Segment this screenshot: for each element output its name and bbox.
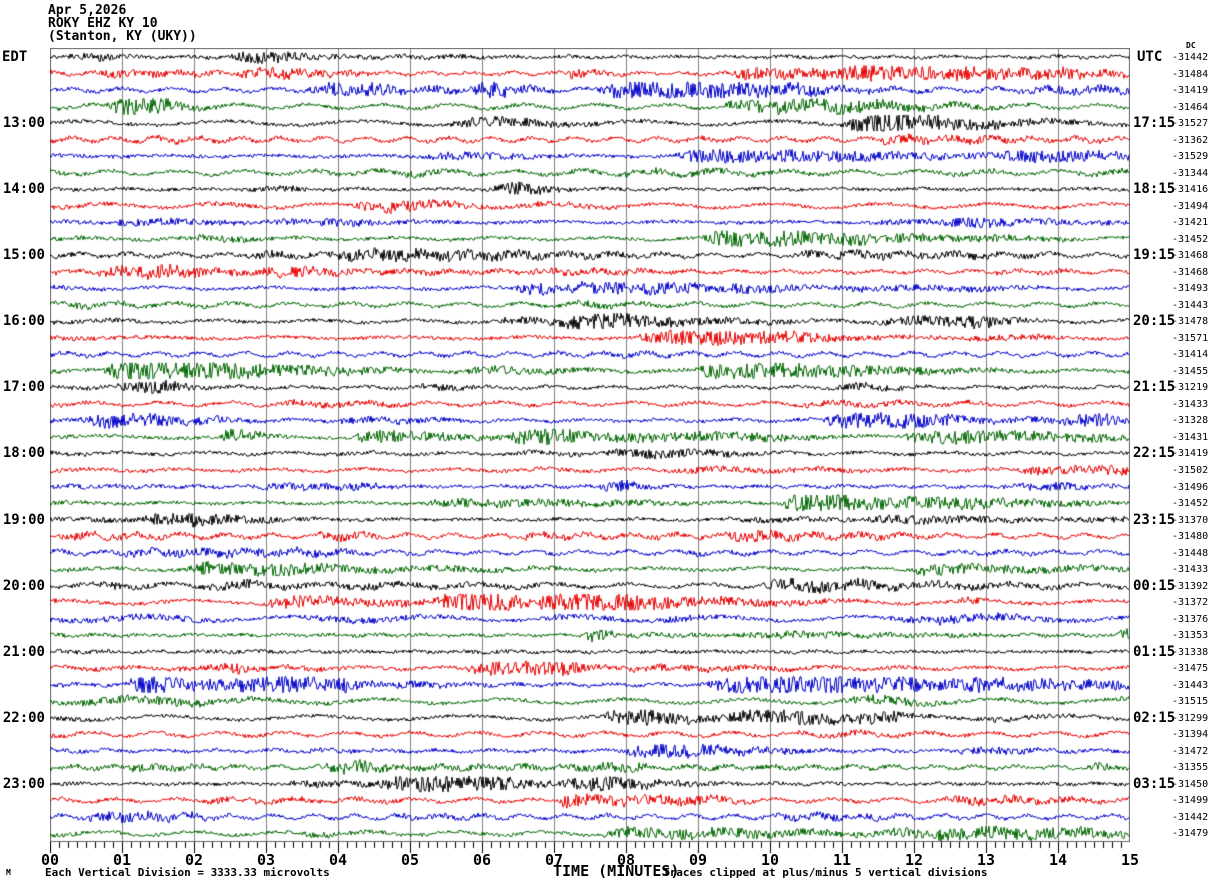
utc-hour-label: 22:15 <box>1133 445 1176 461</box>
dc-offset-value: -31362 <box>1172 135 1209 146</box>
utc-hour-label: 19:15 <box>1133 247 1176 263</box>
dc-offset-value: -31452 <box>1172 498 1209 509</box>
dc-offset-value: -31419 <box>1172 448 1209 459</box>
x-tick-label: 03 <box>256 851 276 869</box>
x-tick-label: 11 <box>832 851 852 869</box>
corner-mark: M <box>6 868 11 877</box>
x-tick-label: 10 <box>760 851 780 869</box>
x-tick-label: 02 <box>184 851 204 869</box>
dc-offset-value: -31443 <box>1172 680 1209 691</box>
edt-hour-label: 22:00 <box>2 710 45 726</box>
edt-hour-label: 17:00 <box>2 379 45 395</box>
edt-hour-label: 16:00 <box>2 313 45 329</box>
dc-offset-value: -31478 <box>1172 316 1209 327</box>
left-timezone-label: EDT <box>2 49 28 65</box>
dc-offset-value: -31416 <box>1172 184 1209 195</box>
dc-offset-value: -31515 <box>1172 696 1209 707</box>
dc-offset-value: -31452 <box>1172 234 1209 245</box>
dc-offset-value: -31480 <box>1172 531 1209 542</box>
dc-offset-value: -31344 <box>1172 168 1209 179</box>
dc-offset-value: -31502 <box>1172 465 1209 476</box>
x-tick-label: 06 <box>472 851 492 869</box>
dc-offset-value: -31479 <box>1172 828 1209 839</box>
edt-hour-label: 15:00 <box>2 247 45 263</box>
dc-offset-value: -31431 <box>1172 432 1209 443</box>
dc-offset-value: -31442 <box>1172 812 1209 823</box>
header-date: Apr 5,2026 <box>48 3 127 18</box>
x-tick-label: 07 <box>544 851 564 869</box>
dc-offset-value: -31355 <box>1172 762 1209 773</box>
dc-offset-value: -31370 <box>1172 515 1209 526</box>
x-tick-label: 01 <box>112 851 132 869</box>
utc-hour-label: 21:15 <box>1133 379 1176 395</box>
dc-offset-value: -31475 <box>1172 663 1209 674</box>
dc-offset-value: -31433 <box>1172 564 1209 575</box>
dc-offset-value: -31494 <box>1172 201 1209 212</box>
utc-hour-label: 20:15 <box>1133 313 1176 329</box>
dc-offset-value: -31421 <box>1172 217 1209 228</box>
utc-hour-label: 02:15 <box>1133 710 1176 726</box>
header-station-location: (Stanton, KY (UKY)) <box>48 29 197 44</box>
dc-offset-value: -31372 <box>1172 597 1209 608</box>
header-station-id: ROKY EHZ KY 10 <box>48 16 158 31</box>
dc-offset-value: -31496 <box>1172 482 1209 493</box>
dc-offset-value: -31455 <box>1172 366 1209 377</box>
x-axis-title: TIME (MINUTES) <box>553 862 680 880</box>
x-tick-label: 14 <box>1048 851 1068 869</box>
x-tick-label: 12 <box>904 851 924 869</box>
utc-hour-label: 00:15 <box>1133 578 1176 594</box>
x-tick-label: 08 <box>616 851 636 869</box>
clipping-note: Traces clipped at plus/minus 5 vertical … <box>663 866 988 879</box>
x-tick-label: 05 <box>400 851 420 869</box>
edt-hour-label: 19:00 <box>2 512 45 528</box>
utc-hour-label: 03:15 <box>1133 776 1176 792</box>
dc-offset-value: -31442 <box>1172 52 1209 63</box>
edt-hour-label: 23:00 <box>2 776 45 792</box>
x-tick-label: 00 <box>40 851 60 869</box>
dc-column-header: DC <box>1186 41 1196 50</box>
utc-hour-label: 23:15 <box>1133 512 1176 528</box>
dc-offset-value: -31493 <box>1172 283 1209 294</box>
dc-offset-value: -31376 <box>1172 614 1209 625</box>
seismogram-plot-area <box>50 48 1130 860</box>
dc-offset-value: -31353 <box>1172 630 1209 641</box>
dc-offset-value: -31468 <box>1172 250 1209 261</box>
edt-hour-label: 21:00 <box>2 644 45 660</box>
x-tick-label: 09 <box>688 851 708 869</box>
x-tick-label: 13 <box>976 851 996 869</box>
dc-offset-value: -31571 <box>1172 333 1209 344</box>
dc-offset-value: -31338 <box>1172 647 1209 658</box>
dc-offset-value: -31450 <box>1172 779 1209 790</box>
x-tick-label: 04 <box>328 851 348 869</box>
dc-offset-value: -31414 <box>1172 349 1209 360</box>
seismogram-traces-canvas <box>50 48 1130 860</box>
vertical-scale-note: Each Vertical Division = 3333.33 microvo… <box>45 866 330 879</box>
dc-offset-value: -31394 <box>1172 729 1209 740</box>
dc-offset-value: -31419 <box>1172 85 1209 96</box>
dc-offset-value: -31392 <box>1172 581 1209 592</box>
dc-offset-value: -31499 <box>1172 795 1209 806</box>
utc-hour-label: 01:15 <box>1133 644 1176 660</box>
edt-hour-label: 14:00 <box>2 181 45 197</box>
dc-offset-value: -31328 <box>1172 415 1209 426</box>
edt-hour-label: 13:00 <box>2 115 45 131</box>
utc-hour-label: 18:15 <box>1133 181 1176 197</box>
edt-hour-label: 18:00 <box>2 445 45 461</box>
dc-offset-value: -31448 <box>1172 548 1209 559</box>
dc-offset-value: -31433 <box>1172 399 1209 410</box>
dc-offset-value: -31464 <box>1172 102 1209 113</box>
dc-offset-value: -31529 <box>1172 151 1209 162</box>
dc-offset-value: -31527 <box>1172 118 1209 129</box>
dc-offset-value: -31219 <box>1172 382 1209 393</box>
dc-offset-value: -31484 <box>1172 69 1209 80</box>
utc-hour-label: 17:15 <box>1133 115 1176 131</box>
dc-offset-value: -31299 <box>1172 713 1209 724</box>
dc-offset-value: -31472 <box>1172 746 1209 757</box>
dc-offset-value: -31443 <box>1172 300 1209 311</box>
edt-hour-label: 20:00 <box>2 578 45 594</box>
dc-offset-value: -31468 <box>1172 267 1209 278</box>
x-tick-label: 15 <box>1120 851 1140 869</box>
right-timezone-label: UTC <box>1137 49 1163 65</box>
